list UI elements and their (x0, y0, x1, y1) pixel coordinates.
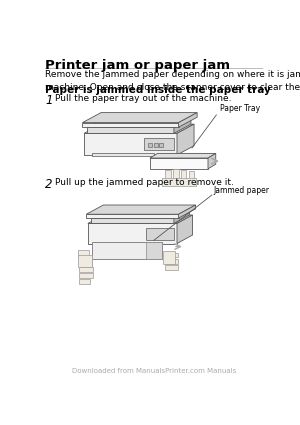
Text: 1: 1 (45, 94, 53, 107)
Text: Downloaded from ManualsPrinter.com Manuals: Downloaded from ManualsPrinter.com Manua… (72, 368, 236, 374)
Polygon shape (87, 118, 191, 127)
Polygon shape (208, 153, 216, 169)
Polygon shape (146, 228, 174, 240)
Polygon shape (145, 138, 174, 150)
Polygon shape (78, 250, 89, 257)
Polygon shape (87, 127, 174, 133)
Text: Paper Tray: Paper Tray (220, 104, 260, 113)
Polygon shape (189, 171, 194, 180)
Polygon shape (79, 279, 90, 284)
Polygon shape (91, 210, 189, 218)
Polygon shape (177, 215, 193, 244)
Text: Paper is jammed inside the paper tray: Paper is jammed inside the paper tray (45, 85, 271, 95)
Polygon shape (165, 253, 178, 258)
Polygon shape (178, 205, 196, 218)
Polygon shape (84, 133, 177, 155)
Polygon shape (154, 143, 158, 147)
Polygon shape (92, 153, 154, 156)
Polygon shape (150, 158, 208, 169)
Polygon shape (79, 273, 92, 278)
Polygon shape (165, 259, 178, 264)
Polygon shape (181, 170, 186, 180)
Polygon shape (174, 118, 191, 133)
Polygon shape (88, 224, 177, 244)
Polygon shape (82, 122, 178, 127)
Polygon shape (165, 170, 171, 180)
Polygon shape (178, 113, 197, 127)
Polygon shape (159, 143, 163, 147)
Text: Pull up the jammed paper to remove it.: Pull up the jammed paper to remove it. (55, 178, 233, 187)
Polygon shape (79, 266, 93, 272)
Polygon shape (78, 255, 92, 267)
Polygon shape (88, 215, 193, 224)
Polygon shape (146, 242, 161, 259)
Polygon shape (174, 210, 189, 224)
Polygon shape (86, 214, 178, 218)
Polygon shape (165, 265, 178, 270)
Polygon shape (163, 251, 175, 264)
Polygon shape (173, 169, 178, 180)
Polygon shape (79, 261, 92, 266)
Polygon shape (91, 218, 174, 224)
Text: Printer jam or paper jam: Printer jam or paper jam (45, 59, 230, 72)
Polygon shape (92, 242, 161, 259)
Text: Pull the paper tray out of the machine.: Pull the paper tray out of the machine. (55, 94, 231, 103)
Polygon shape (86, 205, 196, 214)
Polygon shape (177, 124, 194, 155)
Polygon shape (148, 143, 152, 147)
Polygon shape (150, 153, 216, 158)
Polygon shape (82, 113, 197, 122)
Text: Jammed paper: Jammed paper (213, 186, 269, 195)
Text: Remove the jammed paper depending on where it is jammed in the
machine. Open and: Remove the jammed paper depending on whe… (45, 70, 300, 92)
Text: 2: 2 (45, 178, 53, 191)
Polygon shape (161, 178, 196, 186)
Polygon shape (84, 124, 194, 133)
